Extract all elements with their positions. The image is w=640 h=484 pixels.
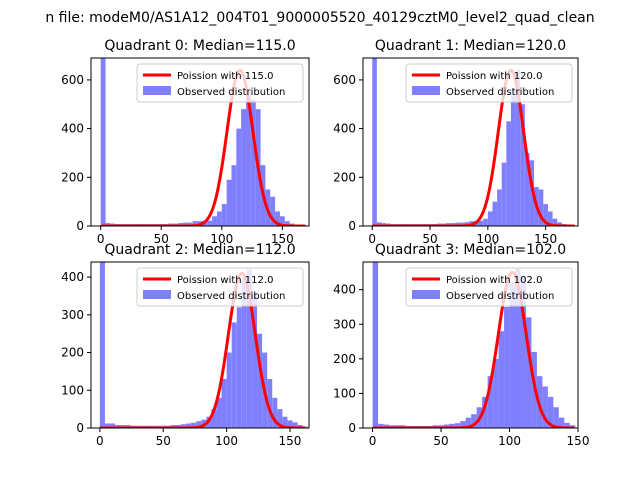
histogram-bar <box>502 163 507 226</box>
y-tick-label: 100 <box>61 383 84 397</box>
histogram-bar <box>222 204 227 226</box>
y-tick-label: 400 <box>333 122 356 136</box>
histogram-bar <box>101 58 106 226</box>
y-tick-label: 100 <box>333 386 356 400</box>
histogram-bar <box>497 189 502 226</box>
y-tick-label: 0 <box>348 421 356 435</box>
y-tick-label: 0 <box>348 219 356 233</box>
y-tick-label: 200 <box>61 346 84 360</box>
x-tick-label: 150 <box>567 434 590 448</box>
legend: Poission with 112.0 Observed distribution <box>137 268 303 306</box>
y-tick-label: 600 <box>333 73 356 87</box>
panel-title: Quadrant 2: Median=112.0 <box>104 242 295 258</box>
histogram-bar <box>100 262 105 428</box>
histogram-bar <box>504 307 509 428</box>
histogram-bar <box>499 331 504 428</box>
legend-entry-fit: Poission with 102.0 <box>446 275 542 286</box>
y-tick-label: 200 <box>333 352 356 366</box>
y-tick-label: 200 <box>61 170 84 184</box>
legend-swatch-hist <box>143 86 171 95</box>
legend-entry-fit: Poission with 115.0 <box>177 71 273 82</box>
histogram-bar <box>483 219 488 226</box>
histogram-bar <box>217 211 222 226</box>
panel-title: Quadrant 0: Median=115.0 <box>104 38 295 54</box>
x-tick-label: 100 <box>215 434 238 448</box>
x-tick-label: 0 <box>369 434 377 448</box>
panel-title: Quadrant 1: Median=120.0 <box>375 38 566 54</box>
histogram-bar <box>373 262 378 428</box>
x-tick-label: 100 <box>498 434 521 448</box>
histogram-bar <box>212 216 217 226</box>
histogram-bar <box>222 379 227 428</box>
histogram-bar <box>236 129 241 226</box>
histogram-bar <box>488 211 493 226</box>
y-tick-label: 300 <box>61 308 84 322</box>
y-tick-label: 600 <box>61 73 84 87</box>
histogram-bar <box>237 307 242 428</box>
legend-entry-fit: Poission with 120.0 <box>446 71 542 82</box>
y-tick-label: 400 <box>61 122 84 136</box>
legend-entry-hist: Observed distribution <box>177 291 285 302</box>
y-tick-label: 300 <box>333 317 356 331</box>
y-tick-label: 200 <box>333 170 356 184</box>
histogram-bar <box>506 121 511 226</box>
x-tick-label: 50 <box>433 434 448 448</box>
histogram-bar <box>227 180 232 226</box>
y-tick-label: 0 <box>76 219 84 233</box>
histogram-bar <box>241 109 246 226</box>
histogram-bar <box>227 353 232 428</box>
legend: Poission with 115.0 Observed distribution <box>137 64 303 102</box>
panel-title: Quadrant 3: Median=102.0 <box>375 242 566 258</box>
histogram-bar <box>232 322 237 428</box>
legend-swatch-hist <box>412 290 440 299</box>
legend-swatch-hist <box>412 86 440 95</box>
x-tick-label: 150 <box>279 434 302 448</box>
legend-entry-fit: Poission with 112.0 <box>177 275 273 286</box>
histogram-bar <box>231 165 236 226</box>
y-tick-label: 0 <box>76 421 84 435</box>
legend: Poission with 120.0 Observed distribution <box>406 64 572 102</box>
histogram-bar <box>372 58 377 226</box>
legend: Poission with 102.0 Observed distribution <box>406 268 572 306</box>
legend-entry-hist: Observed distribution <box>177 87 285 98</box>
legend-entry-hist: Observed distribution <box>446 87 554 98</box>
legend-swatch-hist <box>143 290 171 299</box>
histogram-bar <box>511 90 516 226</box>
y-tick-label: 400 <box>333 283 356 297</box>
y-tick-label: 400 <box>61 270 84 284</box>
legend-entry-hist: Observed distribution <box>446 291 554 302</box>
figure-suptitle: n file: modeM0/AS1A12_004T01_9000005520_… <box>45 10 594 26</box>
histogram-bar <box>207 221 212 226</box>
histogram-bar <box>492 202 497 226</box>
x-tick-label: 50 <box>156 434 171 448</box>
x-tick-label: 0 <box>96 434 104 448</box>
